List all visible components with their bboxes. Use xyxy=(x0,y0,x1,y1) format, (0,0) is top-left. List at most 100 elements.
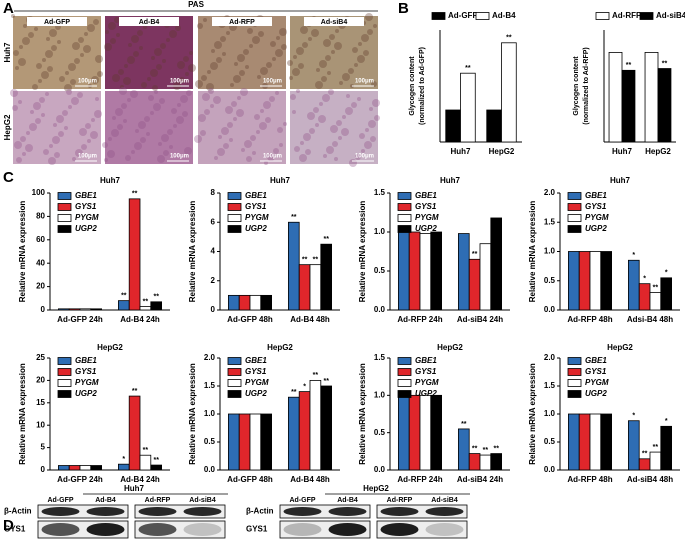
y-axis-label: Relative mRNA expression xyxy=(528,363,537,465)
y-tick-label: 25 xyxy=(36,353,45,362)
texture xyxy=(275,49,283,57)
bar xyxy=(600,413,612,471)
lane-label: Ad-siB4 xyxy=(431,497,458,504)
texture xyxy=(123,119,127,123)
texture xyxy=(26,131,30,135)
texture xyxy=(365,128,369,132)
texture xyxy=(221,127,229,135)
texture xyxy=(263,101,271,109)
micrograph xyxy=(198,91,286,164)
texture xyxy=(204,109,210,115)
significance: ** xyxy=(472,445,478,452)
legend-swatch xyxy=(227,379,242,387)
texture xyxy=(210,62,218,70)
texture xyxy=(247,28,253,34)
significance: ** xyxy=(465,65,471,72)
texture xyxy=(177,61,185,69)
micrograph xyxy=(198,16,286,89)
bar xyxy=(249,413,262,471)
texture xyxy=(329,34,335,40)
texture xyxy=(80,53,84,57)
texture xyxy=(134,142,142,150)
texture xyxy=(217,148,225,156)
texture xyxy=(183,56,189,62)
chart-title: Huh7 xyxy=(270,176,291,185)
texture xyxy=(131,35,139,43)
legend-label: UGP2 xyxy=(245,224,267,233)
y-tick-label: 40 xyxy=(36,258,45,267)
y-tick-label: 20 xyxy=(36,376,45,385)
bar xyxy=(309,264,322,311)
texture xyxy=(147,77,151,81)
bar xyxy=(568,251,580,311)
texture xyxy=(116,33,120,37)
bar xyxy=(397,394,410,471)
texture xyxy=(256,130,260,134)
legend-swatch xyxy=(227,368,242,376)
texture xyxy=(87,139,91,143)
x-tick-label: Ad-B4 24h xyxy=(120,475,160,484)
bar xyxy=(408,394,421,471)
texture xyxy=(354,63,358,67)
texture xyxy=(298,63,304,69)
texture xyxy=(97,71,103,77)
texture xyxy=(123,77,131,85)
bar xyxy=(118,300,130,311)
texture xyxy=(118,69,124,75)
texture xyxy=(77,92,83,98)
legend-swatch xyxy=(397,390,412,398)
texture xyxy=(367,29,373,35)
texture xyxy=(332,141,338,147)
texture xyxy=(133,51,139,57)
texture xyxy=(49,29,57,37)
texture xyxy=(361,149,365,153)
texture xyxy=(258,31,264,37)
bar xyxy=(608,52,623,143)
texture xyxy=(319,60,327,68)
texture xyxy=(316,68,320,72)
bar xyxy=(649,292,662,311)
texture xyxy=(51,45,57,51)
bar xyxy=(68,465,81,471)
blot-band xyxy=(328,507,367,516)
y-tick-label: 60 xyxy=(36,235,45,244)
bar xyxy=(227,413,240,471)
texture xyxy=(127,98,131,102)
blot-row-label: GYS1 xyxy=(246,525,268,534)
bar xyxy=(150,464,163,471)
y-tick-label: 1.5 xyxy=(544,217,556,226)
y-axis-label: (normalized to Ad-GFP) xyxy=(419,47,426,125)
texture xyxy=(169,145,173,149)
texture xyxy=(112,116,116,120)
texture xyxy=(237,96,241,100)
texture xyxy=(216,57,222,63)
y-tick-label: 10 xyxy=(36,420,45,429)
bar xyxy=(128,395,141,471)
micrograph xyxy=(13,16,101,89)
texture xyxy=(270,41,276,47)
texture xyxy=(220,36,226,42)
texture xyxy=(139,46,143,50)
texture xyxy=(114,17,120,23)
bar xyxy=(457,428,470,471)
texture xyxy=(299,154,307,162)
y-tick-label: 1.0 xyxy=(374,390,386,399)
legend-label: GBE1 xyxy=(75,356,97,365)
texture xyxy=(252,36,260,44)
y-tick-label: 2.0 xyxy=(204,353,216,362)
texture xyxy=(300,26,308,34)
legend-swatch xyxy=(567,214,582,222)
texture xyxy=(363,50,369,56)
texture xyxy=(352,47,358,53)
legend-swatch xyxy=(227,390,242,398)
significance: * xyxy=(303,383,306,390)
texture xyxy=(237,54,245,62)
y-axis-label: Relative mRNA expression xyxy=(188,363,197,465)
texture xyxy=(214,41,222,49)
texture xyxy=(222,52,226,56)
texture xyxy=(91,76,99,84)
texture xyxy=(91,118,95,122)
texture xyxy=(154,90,158,94)
x-tick-label: Ad-RFP 24h xyxy=(397,475,442,484)
legend-swatch xyxy=(567,357,582,365)
